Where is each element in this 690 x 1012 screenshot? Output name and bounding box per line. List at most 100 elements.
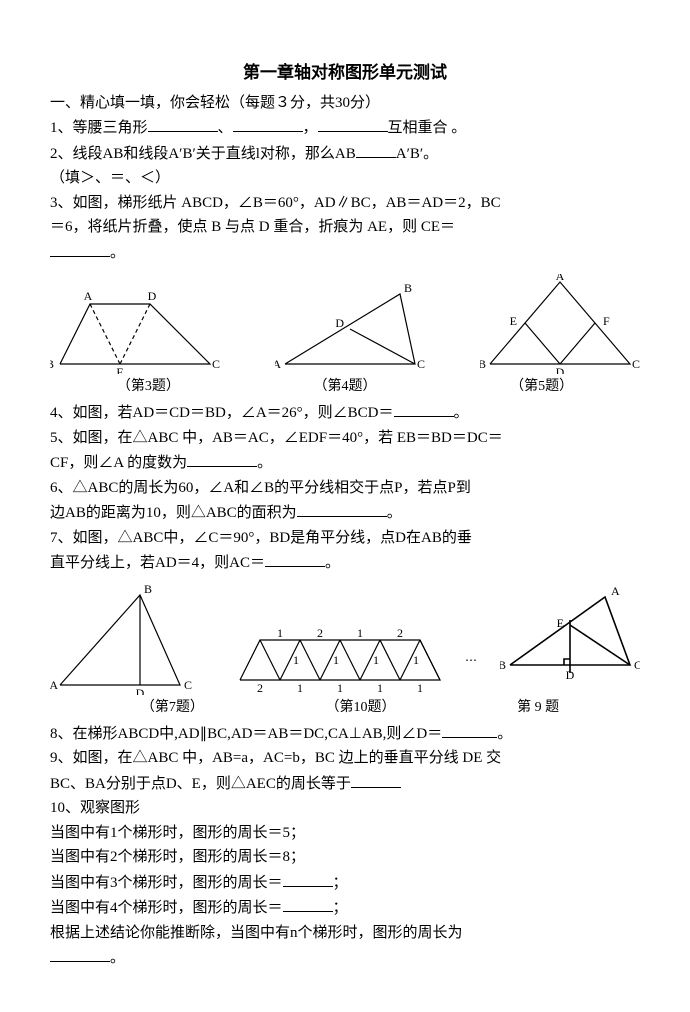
svg-text:F: F (603, 314, 610, 328)
svg-text:2: 2 (257, 681, 263, 695)
q8a: 8、在梯形ABCD中,AD∥BC,AD＝AB＝DC,CA⊥AB,则∠D＝ (50, 726, 442, 742)
svg-text:A: A (50, 678, 58, 692)
q1-mid: 、 (218, 120, 233, 136)
svg-text:D: D (136, 686, 145, 695)
svg-text:C: C (184, 678, 192, 692)
blank (442, 722, 497, 738)
svg-text:1: 1 (373, 653, 379, 667)
svg-text:2: 2 (317, 626, 323, 640)
q2a: 2、线段AB和线段A′B′关于直线l对称，那么AB (50, 146, 356, 162)
q9b: BC、BA分别于点D、E，则△AEC的周长等于 (50, 776, 351, 792)
svg-text:1: 1 (377, 681, 383, 695)
svg-text:A: A (611, 585, 620, 598)
svg-text:1: 1 (297, 681, 303, 695)
q2-line1: 2、线段AB和线段A′B′关于直线l对称，那么AB A′B′。 (50, 142, 640, 166)
cap-q7: （第7题） (141, 697, 204, 718)
q6-line1: 6、△ABC的周长为60，∠A和∠B的平分线相交于点P，若点P到 (50, 477, 640, 500)
svg-text:E: E (510, 314, 517, 328)
svg-text:1: 1 (333, 653, 339, 667)
q9-line2: BC、BA分别于点D、E，则△AEC的周长等于 (50, 772, 640, 796)
svg-text:1: 1 (293, 653, 299, 667)
q10-l4: 当图中有4个梯形时，图形的周长＝ ； (50, 896, 640, 920)
q10-l4b: ； (333, 900, 348, 916)
svg-text:D: D (335, 316, 344, 330)
svg-text:1: 1 (337, 681, 343, 695)
svg-text:B: B (50, 357, 54, 371)
svg-text:D: D (556, 365, 565, 374)
blank (394, 401, 454, 417)
svg-text:⋯: ⋯ (465, 653, 477, 667)
blank (233, 116, 303, 132)
q6b: 边AB的距离为10，则△ABC的面积为 (50, 505, 297, 521)
svg-text:1: 1 (357, 626, 363, 640)
q7-line1: 7、如图，△ABC中，∠C＝90°，BD是角平分线，点D在AB的垂 (50, 527, 640, 550)
q6-line2: 边AB的距离为10，则△ABC的面积为 。 (50, 501, 640, 525)
q3-line2: ＝6，将纸片折叠，使点 B 与点 D 重合，折痕为 AE，则 CE＝ (50, 216, 640, 239)
figure-q9: ABCDE (500, 585, 640, 695)
svg-text:1: 1 (277, 626, 283, 640)
q3-period: 。 (110, 245, 125, 261)
figure-captions-1: （第3题） （第4题） （第5题） (50, 376, 640, 397)
q1: 1、等腰三角形、，互相重合 。 (50, 116, 640, 140)
q4a: 4、如图，若AD＝CD＝BD，∠A＝26°，则∠BCD＝ (50, 405, 394, 421)
svg-text:C: C (634, 658, 640, 672)
figure-q3: A D B C E (50, 279, 220, 374)
blank (50, 946, 110, 962)
blank (148, 116, 218, 132)
figure-captions-2: （第7题） （第10题） 第 9 题 (50, 697, 640, 718)
svg-text:B: B (480, 357, 486, 371)
figure-q10: 1212211111111⋯ (230, 625, 480, 695)
cap-q9: 第 9 题 (517, 697, 559, 718)
q7c: 。 (325, 555, 340, 571)
q7b: 直平分线上，若AD＝4，则AC＝ (50, 555, 265, 571)
q9-line1: 9、如图，在△ABC 中，AB=a，AC=b，BC 边上的垂直平分线 DE 交 (50, 747, 640, 770)
q10-l1: 当图中有1个梯形时，图形的周长＝5； (50, 822, 640, 845)
q10-l2: 当图中有2个梯形时，图形的周长＝8； (50, 846, 640, 869)
figure-q5: A B C D E F (480, 274, 640, 374)
q10-l6: 。 (50, 946, 640, 970)
svg-text:A: A (84, 289, 93, 303)
page-title: 第一章轴对称图形单元测试 (50, 60, 640, 86)
svg-text:B: B (500, 658, 506, 672)
blank (297, 501, 387, 517)
blank (318, 116, 388, 132)
svg-text:E: E (116, 365, 123, 374)
q10-l6p: 。 (110, 950, 125, 966)
q1-end: 互相重合 。 (388, 120, 467, 136)
q10-head: 10、观察图形 (50, 797, 640, 820)
q10-l3b: ； (333, 875, 348, 891)
q5-line1: 5、如图，在△ABC 中，AB＝AC，∠EDF＝40°，若 EB＝BD＝DC＝ (50, 427, 640, 450)
svg-text:B: B (144, 585, 152, 596)
svg-text:C: C (417, 357, 425, 371)
svg-text:A: A (275, 357, 281, 371)
blank (283, 896, 333, 912)
cap-q5: （第5题） (510, 376, 573, 397)
svg-text:D: D (148, 289, 157, 303)
q7-line2: 直平分线上，若AD＝4，则AC＝ 。 (50, 551, 640, 575)
q6c: 。 (387, 505, 402, 521)
blank (187, 451, 257, 467)
blank (50, 241, 110, 257)
q3-line1: 3、如图，梯形纸片 ABCD，∠B＝60°，AD∥BC，AB＝AD＝2，BC (50, 192, 640, 215)
q10-l5: 根据上述结论你能推断除，当图中有n个梯形时，图形的周长为 (50, 922, 640, 945)
cap-q3: （第3题） (117, 376, 180, 397)
figure-q4: A C B D (275, 279, 425, 374)
svg-text:B: B (404, 281, 412, 295)
svg-text:A: A (556, 274, 565, 283)
q4b: 。 (454, 405, 469, 421)
q5b: CF，则∠A 的度数为 (50, 455, 187, 471)
q8b: 。 (497, 726, 512, 742)
svg-text:E: E (557, 616, 564, 630)
svg-text:C: C (212, 357, 220, 371)
section-heading: 一、精心填一填，你会轻松（每题３分，共30分） (50, 92, 640, 115)
q5c: 。 (257, 455, 272, 471)
svg-text:C: C (632, 357, 640, 371)
blank (356, 142, 396, 158)
q1-tail: ， (303, 120, 318, 136)
q8: 8、在梯形ABCD中,AD∥BC,AD＝AB＝DC,CA⊥AB,则∠D＝ 。 (50, 722, 640, 746)
q3-line3: 。 (50, 241, 640, 265)
blank (283, 871, 333, 887)
q2b: A′B′。 (396, 146, 438, 162)
figure-row-1: A D B C E A C B D A B C D E F (50, 274, 640, 374)
q10-l4a: 当图中有4个梯形时，图形的周长＝ (50, 900, 283, 916)
